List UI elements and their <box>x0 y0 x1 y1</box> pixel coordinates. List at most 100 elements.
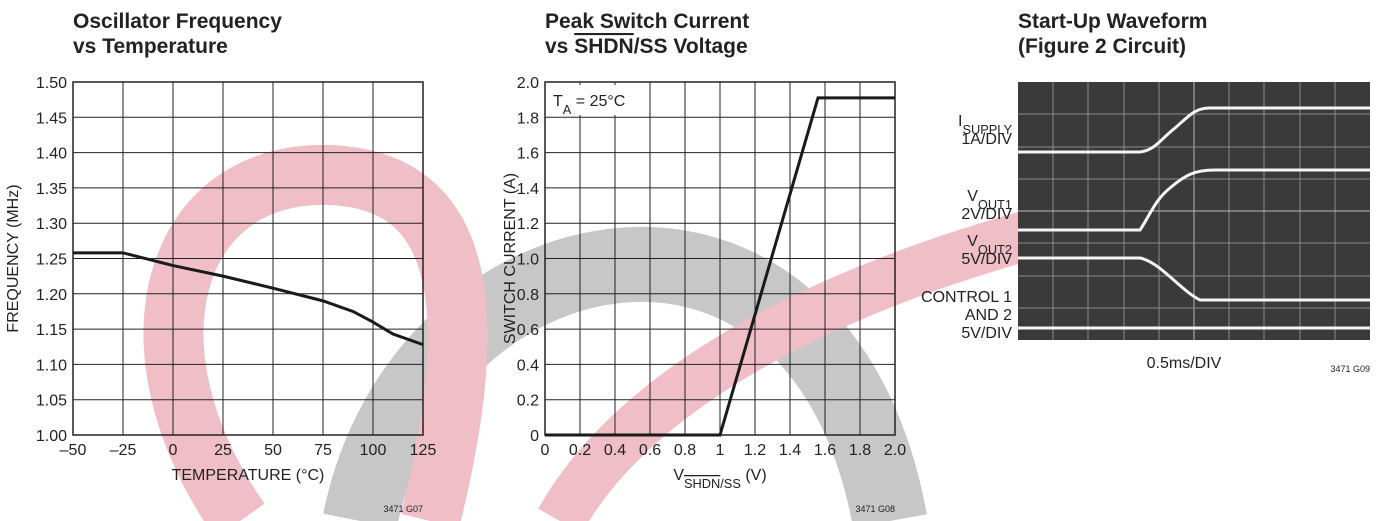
y-axis-label: FREQUENCY (MHz) <box>5 184 22 332</box>
text-segment: /SS Voltage <box>634 35 748 58</box>
chart-title: (Figure 2 Circuit) <box>1018 35 1186 58</box>
y-tick-label: 0.4 <box>517 357 539 374</box>
x-tick-label: 25 <box>214 442 232 459</box>
text-segment: SHDN <box>684 476 720 491</box>
footnote: 3471 G09 <box>1330 364 1370 374</box>
trace-label: AND 2 <box>965 307 1012 324</box>
y-tick-label: 2.0 <box>517 75 539 92</box>
watermark-pink-arc <box>143 144 488 521</box>
trace-label: VOUT2 <box>967 233 1012 257</box>
text-segment: (Figure 2 Circuit) <box>1018 35 1186 58</box>
text-segment: 1A/DIV <box>961 131 1012 148</box>
x-tick-label: 75 <box>314 442 332 459</box>
text-segment: V <box>967 233 978 250</box>
x-tick-label: 0 <box>169 442 178 459</box>
x-tick-label: 0.8 <box>674 442 696 459</box>
y-axis-label: SWITCH CURRENT (A) <box>502 173 519 344</box>
text-segment: Oscillator Frequency <box>73 10 282 33</box>
data-line <box>545 96 895 437</box>
y-tick-label: 1.35 <box>36 181 67 198</box>
plot-frame <box>72 81 424 436</box>
x-axis-label: 0.5ms/DIV <box>1147 355 1222 372</box>
y-tick-label: 1.20 <box>36 287 67 304</box>
x-tick-label: 0.4 <box>604 442 626 459</box>
text-segment: OUT1 <box>978 197 1012 212</box>
text-segment: FREQUENCY (MHz) <box>5 184 22 332</box>
y-tick-label: 1.2 <box>517 216 539 233</box>
trace-label: CONTROL 1 <box>921 289 1012 306</box>
text-segment: SUPPLY <box>962 122 1012 137</box>
text-segment: Peak Switch Current <box>545 10 749 33</box>
text-segment: I <box>958 113 962 130</box>
y-tick-label: 1.6 <box>517 146 539 163</box>
y-tick-label: 1.50 <box>36 75 67 92</box>
chart-title: Start-Up Waveform <box>1018 10 1207 33</box>
y-tick-label: 1.45 <box>36 110 67 127</box>
chart-title: Peak Switch Current <box>545 10 749 33</box>
text-segment: Start-Up Waveform <box>1018 10 1207 33</box>
text-segment: T <box>553 93 563 110</box>
text-segment: 5V/DIV <box>961 251 1012 268</box>
x-tick-label: 0.2 <box>569 442 591 459</box>
text-segment: SWITCH CURRENT (A) <box>502 173 519 344</box>
text-segment: OUT2 <box>978 242 1012 257</box>
text-segment: AND 2 <box>965 307 1012 324</box>
x-tick-label: 50 <box>264 442 282 459</box>
text-segment: (V) <box>741 467 767 484</box>
footnote: 3471 G08 <box>855 504 895 514</box>
y-tick-label: 1.05 <box>36 393 67 410</box>
trace-label: 2V/DIV <box>961 206 1012 223</box>
y-tick-label: 1.30 <box>36 216 67 233</box>
annotation-bg <box>548 85 636 115</box>
trace-label: 5V/DIV <box>961 251 1012 268</box>
trace-label: 1A/DIV <box>961 131 1012 148</box>
x-tick-label: 1.4 <box>779 442 801 459</box>
x-tick-label: 1.8 <box>849 442 871 459</box>
chart-title: vs SHDN/SS Voltage <box>545 35 748 58</box>
x-tick-label: 0.6 <box>639 442 661 459</box>
y-tick-label: 1.40 <box>36 146 67 163</box>
trace-label: ISUPPLY <box>958 113 1012 137</box>
x-tick-label: 1.2 <box>744 442 766 459</box>
x-tick-label: 2.0 <box>884 442 906 459</box>
data-line <box>73 251 424 347</box>
text-segment: CONTROL 1 <box>921 289 1012 306</box>
text-segment: vs <box>545 35 574 58</box>
scope-screen <box>1018 82 1370 340</box>
y-tick-label: 1.25 <box>36 252 67 269</box>
y-tick-label: 1.0 <box>517 252 539 269</box>
trace-label: VOUT1 <box>967 188 1012 212</box>
x-tick-label: 1.6 <box>814 442 836 459</box>
text-segment: SHDN <box>574 35 634 58</box>
y-tick-label: 1.8 <box>517 110 539 127</box>
y-tick-label: 0.8 <box>517 287 539 304</box>
x-tick-label: –50 <box>60 442 87 459</box>
watermark-gray-arc <box>323 226 927 521</box>
y-tick-label: 1.15 <box>36 322 67 339</box>
text-segment: V <box>967 188 978 205</box>
chart-title: vs Temperature <box>73 35 228 58</box>
text-segment: 5V/DIV <box>961 325 1012 342</box>
x-tick-label: 1 <box>716 442 725 459</box>
x-axis-label: TEMPERATURE (°C) <box>172 467 325 484</box>
trace-label: 5V/DIV <box>961 325 1012 342</box>
scope-traces <box>1018 106 1370 330</box>
x-tick-label: –25 <box>110 442 137 459</box>
x-tick-label: 0 <box>541 442 550 459</box>
y-tick-label: 1.4 <box>517 181 539 198</box>
scope-grid <box>1018 82 1370 340</box>
text-segment: A <box>563 102 572 117</box>
chart-title: Oscillator Frequency <box>73 10 282 33</box>
x-tick-label: 125 <box>410 442 437 459</box>
text-segment: 0.5ms/DIV <box>1147 355 1222 372</box>
text-segment: TEMPERATURE (°C) <box>172 467 325 484</box>
x-tick-label: 100 <box>360 442 387 459</box>
text-segment: 2V/DIV <box>961 206 1012 223</box>
y-tick-label: 0.6 <box>517 322 539 339</box>
text-segment: = 25°C <box>571 93 625 110</box>
text-segment: vs Temperature <box>73 35 228 58</box>
y-tick-label: 0.2 <box>517 393 539 410</box>
footnote: 3471 G07 <box>383 504 423 514</box>
x-axis-label: VSHDN/SS (V) <box>673 467 766 491</box>
